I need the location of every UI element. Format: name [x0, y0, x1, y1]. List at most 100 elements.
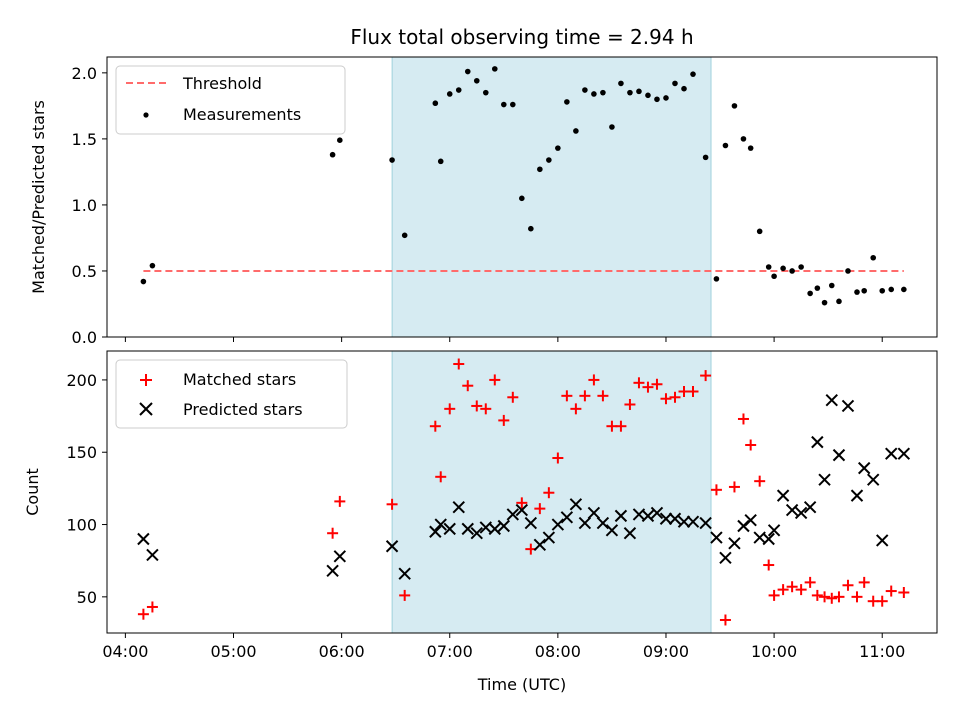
predicted-star-point [850, 489, 864, 502]
predicted-star-point [867, 473, 880, 486]
matched-star-point [710, 484, 722, 496]
matched-star-point [700, 370, 712, 382]
matched-star-point [826, 592, 838, 604]
predicted-star-point [587, 506, 601, 520]
measurement-point [555, 145, 561, 151]
measurement-point [618, 80, 624, 87]
top-legend-box [115, 65, 346, 135]
predicted-star-point [137, 532, 150, 546]
matched-star-point [842, 579, 854, 591]
measurement-point [681, 85, 687, 92]
measurement-point [455, 87, 462, 93]
measurement-point [564, 99, 570, 105]
matched-stars-series [137, 358, 910, 626]
bottom-legend: Matched stars Predicted stars [115, 359, 348, 429]
measurement-point [537, 166, 543, 173]
predicted-star-point [728, 537, 741, 550]
top-y-tick-label: 1.0 [72, 196, 97, 215]
predicted-star-point [578, 516, 592, 530]
predicted-star-point [832, 448, 846, 462]
measurement-point [546, 157, 552, 163]
matched-star-point [444, 403, 456, 415]
legend-predicted-swatch [139, 402, 153, 416]
measurement-point [573, 128, 579, 134]
matched-star-point [615, 420, 627, 432]
measurement-point [771, 273, 777, 280]
measurement-point [446, 91, 453, 97]
matched-star-point [327, 527, 339, 539]
predicted-star-point [767, 524, 781, 537]
matched-star-point [763, 559, 775, 571]
bottom-y-tick-label: 200 [66, 371, 97, 390]
matched-star-point [137, 608, 149, 620]
matched-star-point [588, 374, 600, 386]
measurement-point [149, 262, 156, 269]
x-tick-label: 04:00 [102, 642, 148, 661]
predicted-star-point [497, 519, 511, 533]
measurement-point [473, 77, 480, 84]
measurement-point [401, 232, 408, 239]
measurement-point [765, 264, 772, 270]
predicted-star-point [542, 531, 556, 544]
matched-star-point [570, 403, 582, 415]
measurement-point [672, 80, 678, 87]
predicted-star-point [452, 500, 465, 514]
measurement-point [482, 89, 489, 96]
bottom-y-tick-label: 150 [66, 443, 97, 462]
measurement-point [690, 71, 696, 77]
measurement-point [329, 151, 336, 158]
measurement-point [814, 285, 821, 291]
predicted-star-point [876, 534, 889, 547]
measurement-point [337, 137, 343, 144]
matched-star-point [719, 614, 731, 626]
bottom-y-tick-label: 100 [66, 516, 97, 535]
measurement-point [747, 145, 754, 151]
matched-star-point [561, 390, 573, 402]
measurement-point [464, 68, 471, 75]
measurement-point [836, 298, 842, 305]
matched-star-point [754, 475, 766, 487]
measurement-point [821, 299, 828, 306]
matched-star-point [498, 414, 510, 426]
matched-star-point [597, 390, 609, 402]
legend-measurements-swatch [143, 112, 149, 118]
measurement-point [500, 101, 507, 108]
measurement-point [861, 287, 867, 294]
bottom-y-axis-label: Count [23, 468, 42, 516]
bottom-y-ticks: 50 100 150 200 [66, 371, 107, 607]
measurement-point [740, 136, 747, 142]
matched-star-point [728, 481, 740, 493]
top-axes-frame [106, 56, 938, 338]
predicted-star-point [776, 489, 790, 502]
measurement-point [510, 101, 516, 108]
predicted-star-point [470, 527, 483, 540]
predicted-star-point [623, 527, 637, 540]
predicted-star-point [333, 550, 347, 563]
measurement-point [901, 286, 907, 293]
measurement-point [600, 89, 606, 96]
measurement-point [663, 95, 669, 101]
predicted-star-point [785, 503, 799, 517]
predicted-star-point [605, 524, 619, 537]
measurement-point [702, 154, 709, 161]
predicted-star-point [560, 511, 574, 524]
measurement-point [528, 225, 534, 232]
matched-star-point [534, 503, 546, 515]
matched-star-point [833, 591, 845, 603]
measurement-point [389, 157, 395, 163]
observing-window-shade-top [391, 56, 712, 338]
top-y-tick-label: 0.5 [72, 262, 97, 281]
predicted-star-point [668, 512, 682, 525]
panel-counts: 50 100 150 200 04:00 05:00 06:00 07:00 08:00 09:… [23, 350, 938, 694]
predicted-star-point [524, 516, 538, 530]
matched-star-point [386, 498, 398, 510]
x-tick-label: 10:00 [751, 642, 797, 661]
measurement-point [645, 92, 651, 99]
predicted-star-point [515, 503, 529, 517]
predicted-star-point [146, 548, 159, 562]
predicted-star-point [825, 393, 838, 407]
matched-star-point [453, 358, 465, 370]
top-y-tick-label: 2.0 [72, 64, 97, 83]
matched-star-point [471, 400, 483, 412]
